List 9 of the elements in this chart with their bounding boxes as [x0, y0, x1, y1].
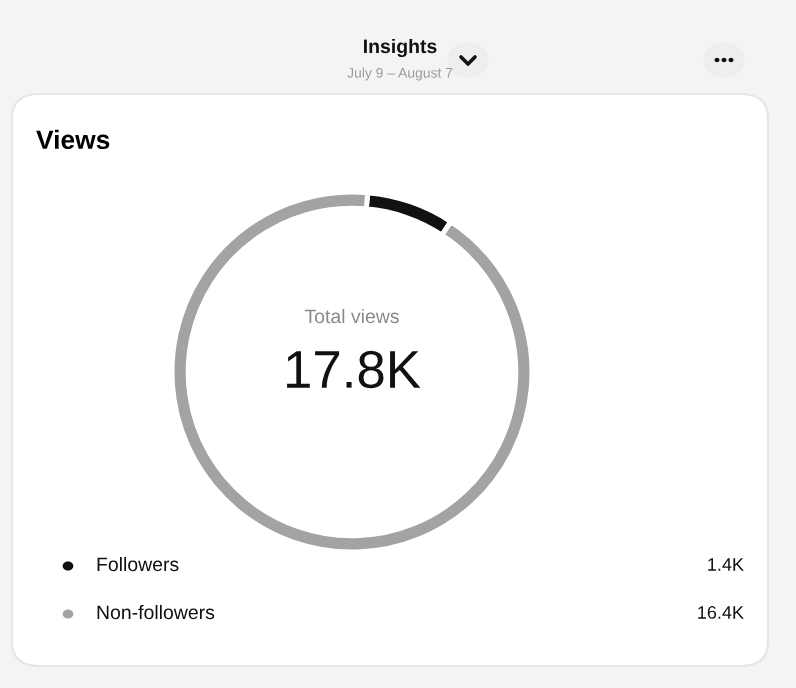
data-label: 1.4K [708, 558, 744, 571]
data-label: 16.4K [698, 606, 744, 619]
text: 17.8K [287, 350, 421, 389]
legend-label: Non-followers [97, 604, 215, 620]
donut-slice [169, 189, 535, 555]
legend-label: Followers [97, 556, 179, 572]
chart-title: Views [36, 129, 110, 150]
text: Insights [364, 38, 437, 58]
text: Total views [304, 308, 399, 324]
